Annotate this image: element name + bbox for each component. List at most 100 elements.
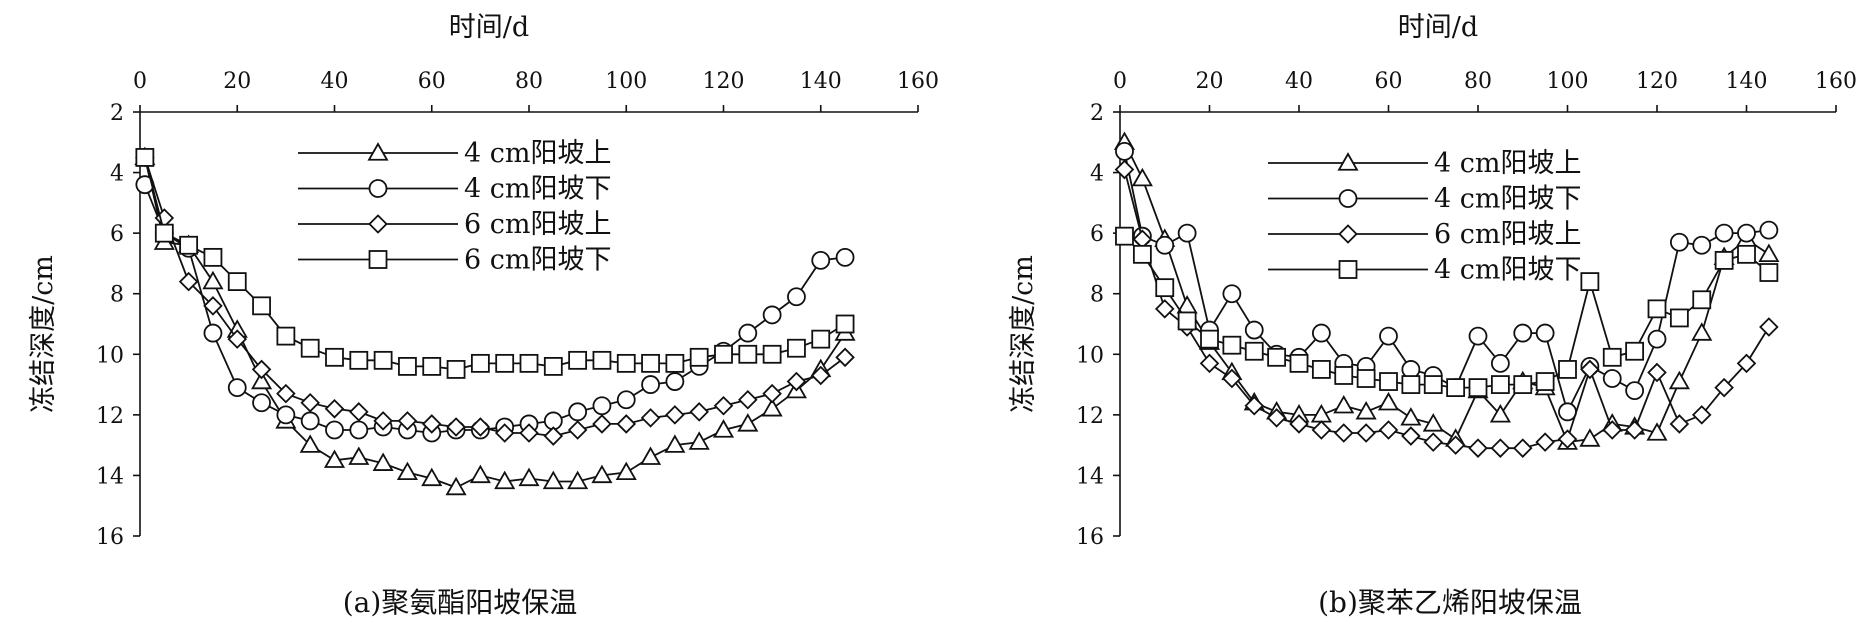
data-point-diamond: [1512, 438, 1533, 458]
data-point-circle: [227, 378, 247, 398]
data-point-triangle: [688, 431, 710, 450]
data-point-square: [1267, 347, 1287, 367]
data-point-diamond: [1154, 299, 1175, 319]
data-point-triangle: [518, 467, 540, 487]
data-point-circle: [738, 323, 758, 343]
data-point-square: [762, 344, 782, 364]
data-point-square: [689, 347, 709, 367]
data-point-triangle: [1355, 401, 1377, 420]
data-point-square: [495, 353, 515, 373]
x-tick-label: 80: [515, 69, 543, 94]
legend-label: 6 cm阳坡下: [464, 245, 612, 276]
x-tick-label: 0: [133, 69, 147, 94]
data-point-triangle: [615, 461, 637, 481]
data-point-diamond: [1602, 420, 1623, 440]
data-point-circle: [1535, 323, 1555, 343]
data-point-diamond: [640, 408, 661, 428]
data-point-diamond: [1691, 405, 1712, 425]
data-point-square: [1737, 244, 1756, 264]
data-point-diamond: [1736, 353, 1757, 374]
data-point-diamond: [1356, 423, 1376, 443]
data-point-circle: [1737, 223, 1756, 243]
data-point-square: [179, 235, 199, 255]
data-point-square: [1423, 375, 1443, 394]
x-tick-label: 100: [1547, 69, 1589, 94]
data-point-diamond: [519, 423, 539, 443]
data-point-triangle: [299, 434, 321, 453]
x-axis-label: 时间/d: [449, 12, 529, 43]
data-point-square: [252, 296, 271, 316]
y-tick-label: 6: [110, 222, 124, 247]
data-point-diamond: [713, 395, 734, 416]
chart-panel-a: 0 20 40 60 80 100 120 140 160 2 4 6 8 10 12 14 16 时间/d 冻结深…: [28, 12, 939, 619]
data-point-diamond: [1557, 429, 1578, 449]
data-point-square: [738, 344, 758, 364]
x-tick-label: 140: [800, 69, 842, 94]
data-point-triangle: [1131, 167, 1153, 187]
legend-marker-triangle: [1337, 152, 1359, 171]
x-tick-label: 40: [1285, 69, 1313, 94]
data-point-circle: [300, 411, 320, 431]
data-point-triangle: [202, 270, 224, 290]
data-point-circle: [349, 420, 369, 440]
data-point-square: [1558, 360, 1577, 379]
x-tick-label: 120: [703, 69, 745, 94]
chart-panel-b: 0 20 40 60 80 100 120 140 160 2 4 6 8 10 12 14 16 时间/d 冻结深…: [1008, 12, 1857, 619]
series-diamond: [135, 147, 855, 446]
data-point-square: [641, 353, 660, 373]
data-point-diamond: [1423, 432, 1444, 452]
y-tick-label: 12: [96, 404, 124, 429]
data-point-diamond: [1289, 414, 1309, 434]
data-point-diamond: [1401, 426, 1421, 446]
x-tick-label: 100: [605, 69, 647, 94]
data-point-circle: [1625, 381, 1645, 401]
data-point-triangle: [1310, 404, 1332, 423]
data-point-diamond: [1445, 435, 1466, 455]
legend-label: 6 cm阳坡上: [1434, 219, 1582, 250]
data-point-diamond: [251, 359, 272, 380]
data-point-square: [203, 247, 223, 267]
y-tick-label: 8: [110, 283, 124, 308]
data-point-diamond: [227, 329, 248, 349]
x-axis-label: 时间/d: [1398, 12, 1478, 43]
data-point-diamond: [1490, 438, 1511, 458]
legend-label: 4 cm阳坡上: [1434, 148, 1582, 179]
data-point-square: [325, 347, 344, 367]
y-tick-label: 10: [96, 343, 124, 368]
data-point-square: [1289, 353, 1309, 373]
data-point-triangle: [737, 413, 759, 432]
data-point-square: [1222, 335, 1242, 355]
x-tick-label: 120: [1636, 69, 1678, 94]
data-point-diamond: [786, 371, 807, 392]
data-point-diamond: [1468, 438, 1488, 458]
data-point-circle: [252, 393, 271, 413]
data-point-triangle: [1333, 394, 1355, 414]
data-point-square: [1177, 311, 1197, 331]
data-point-square: [1513, 375, 1533, 394]
series-triangle: [1113, 131, 1780, 450]
y-axis-label: 冻结深度/cm: [1008, 255, 1039, 413]
data-point-circle: [665, 372, 685, 391]
data-point-triangle: [1422, 413, 1444, 432]
data-point-square: [1490, 375, 1510, 394]
data-point-diamond: [373, 411, 393, 431]
data-point-square: [1115, 226, 1134, 246]
x-tick-label: 160: [1815, 69, 1857, 94]
data-point-square: [1759, 263, 1779, 282]
data-point-square: [373, 350, 393, 370]
y-tick-label: 4: [1090, 162, 1104, 187]
data-point-diamond: [1114, 159, 1135, 180]
data-point-triangle: [1400, 407, 1422, 426]
y-tick-label: 2: [1090, 101, 1104, 126]
data-point-square: [1602, 347, 1622, 367]
legend-marker-square: [368, 250, 388, 269]
y-tick-label: 14: [1076, 464, 1104, 489]
legend-marker-square: [1338, 260, 1358, 279]
data-point-square: [422, 356, 442, 376]
x-tick-label: 20: [1196, 69, 1224, 94]
y-tick-label: 14: [96, 464, 124, 489]
data-point-circle: [1155, 235, 1175, 255]
y-tick-label: 8: [1090, 283, 1104, 308]
legend-label: 4 cm阳坡上: [464, 138, 612, 169]
data-point-diamond: [397, 411, 418, 431]
